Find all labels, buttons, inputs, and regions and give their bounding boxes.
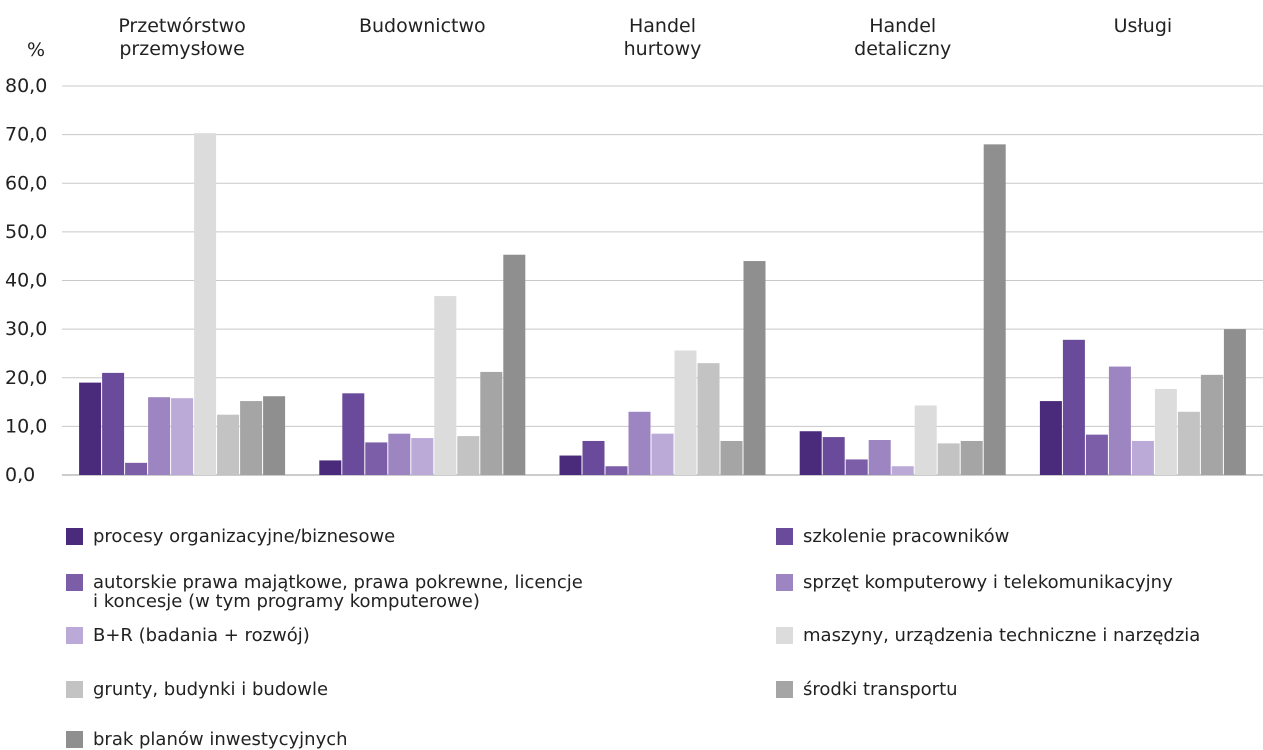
y-tick-label: 50,0 (5, 221, 47, 243)
bar (240, 401, 263, 475)
bar (388, 433, 411, 475)
bar (799, 431, 822, 475)
bar (263, 396, 286, 475)
bar (582, 440, 605, 475)
y-axis-unit-label: % (27, 39, 45, 61)
bar (1131, 440, 1154, 475)
bar (822, 437, 845, 475)
bar (457, 436, 480, 475)
bar (125, 462, 148, 475)
bar (79, 382, 102, 475)
gridlines (62, 85, 1263, 476)
bar (171, 398, 194, 475)
bars (79, 133, 1246, 475)
category-label: Handel detaliczny (854, 15, 951, 60)
bar (434, 296, 457, 475)
bar (983, 144, 1006, 475)
bar (1154, 388, 1177, 475)
bar (217, 414, 240, 475)
bar (342, 393, 365, 475)
bar (743, 261, 766, 475)
y-tick-label: 60,0 (5, 172, 47, 194)
y-tick-label: 30,0 (5, 318, 47, 340)
bar (1062, 339, 1085, 475)
y-tick-label: 80,0 (5, 75, 47, 97)
bar (194, 133, 217, 475)
bar (559, 455, 582, 475)
bar (1108, 366, 1131, 475)
y-axis-ticks: 0,0 10,0 20,0 30,0 40,0 50,0 60,0 70,0 80,0 (5, 75, 47, 486)
bar (845, 459, 868, 475)
bar (411, 438, 434, 475)
y-tick-label: 10,0 (5, 415, 47, 437)
bar (148, 397, 171, 475)
bar (891, 466, 914, 475)
category-labels: Przetwórstwo przemysłowe Budownictwo Handel… (118, 15, 1172, 60)
y-tick-label: 70,0 (5, 124, 47, 146)
category-label: Usługi (1114, 15, 1173, 37)
category-label: Handel hurtowy (624, 15, 702, 60)
bar (674, 350, 697, 475)
bar (1223, 329, 1246, 475)
bar (868, 439, 891, 475)
bar (720, 440, 743, 475)
bar (697, 363, 720, 475)
bar (319, 460, 342, 475)
category-label: Przetwórstwo przemysłowe (118, 15, 246, 60)
bar (914, 405, 937, 475)
bar (1039, 401, 1062, 475)
bar (365, 442, 388, 475)
bar (628, 411, 651, 475)
y-tick-label: 0,0 (5, 464, 35, 486)
category-label: Budownictwo (359, 15, 486, 37)
bar (651, 433, 674, 475)
bar (1177, 411, 1200, 475)
bar (503, 254, 526, 475)
bar (937, 443, 960, 475)
bar (960, 440, 983, 475)
bar (1085, 434, 1108, 475)
bar (102, 372, 125, 475)
y-tick-label: 20,0 (5, 367, 47, 389)
y-tick-label: 40,0 (5, 270, 47, 292)
bar (1200, 374, 1223, 475)
bar (605, 466, 628, 475)
bar (480, 371, 503, 475)
